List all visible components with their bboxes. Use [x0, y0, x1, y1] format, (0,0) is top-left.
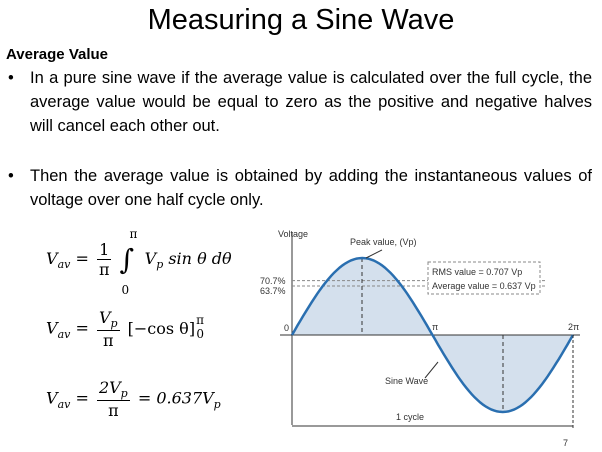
eq-text: π — [98, 260, 110, 279]
title: Measuring a Sine Wave — [147, 4, 455, 36]
bullet: • Then the average value is obtained by a… — [8, 164, 592, 212]
eq-text: V — [46, 249, 58, 268]
label: Peak value, (Vp) — [350, 237, 417, 247]
eq-text: = — [75, 318, 89, 338]
bullet-text: In a pure sine wave if the average value… — [30, 69, 592, 135]
eq-text: 2V — [98, 378, 121, 397]
page-number: 7 — [563, 438, 568, 448]
eq-text: V — [144, 249, 157, 268]
eq-text: 0.637V — [156, 388, 214, 408]
eq-text: p — [110, 317, 118, 331]
eq-text: π — [102, 331, 114, 351]
eq-text: π — [129, 227, 138, 241]
eq-text: [−cos θ] — [127, 318, 196, 338]
label: Voltage — [278, 229, 308, 239]
label: π — [432, 322, 438, 332]
bullet: • In a pure sine wave if the average valu… — [8, 66, 592, 138]
label: Average value = 0.637 Vp — [432, 281, 536, 291]
pointer — [424, 361, 439, 379]
label: 1 cycle — [396, 412, 424, 422]
eq-text: p — [120, 387, 128, 401]
section-heading: Average Value — [6, 46, 109, 63]
integral: ∫ π 0 — [119, 227, 140, 297]
eq-text: π — [108, 401, 119, 421]
eq-text: p — [213, 397, 221, 411]
equation: Vav = 2Vp π = 0.637Vp — [46, 378, 221, 420]
eq-text: = — [75, 388, 89, 408]
equation: Vav = Vp π [−cos θ] π 0 — [46, 308, 204, 351]
eq-text: 0 — [196, 326, 205, 341]
eq-text: π — [196, 312, 205, 327]
eq-text: sin θ dθ — [168, 249, 232, 268]
eq-text: av — [57, 258, 71, 272]
eq-text: V — [98, 308, 111, 327]
pointer — [365, 249, 383, 259]
eq-text: ∫ — [119, 243, 135, 276]
sine-wave — [290, 256, 575, 414]
eq-text: av — [57, 327, 71, 341]
eq-text: = — [137, 388, 152, 408]
legend-box — [427, 261, 541, 295]
eq-text: 1 — [96, 240, 112, 260]
eq-text: p — [156, 258, 164, 272]
label: 2π — [568, 322, 579, 332]
label: 0 — [284, 323, 289, 333]
eq-text: V — [46, 318, 58, 338]
label: RMS value = 0.707 Vp — [432, 267, 522, 277]
label: Sine Wave — [385, 376, 428, 386]
eq-text: V — [46, 388, 58, 408]
eq-text: = — [75, 249, 89, 268]
label: 63.7% — [260, 286, 286, 296]
bracket: [−cos θ] π 0 — [127, 313, 204, 341]
eq-text: av — [57, 397, 71, 411]
bullet-text: Then the average value is obtained by ad… — [30, 167, 592, 209]
label: 70.7% — [260, 276, 286, 286]
eq-text: 0 — [121, 283, 130, 297]
